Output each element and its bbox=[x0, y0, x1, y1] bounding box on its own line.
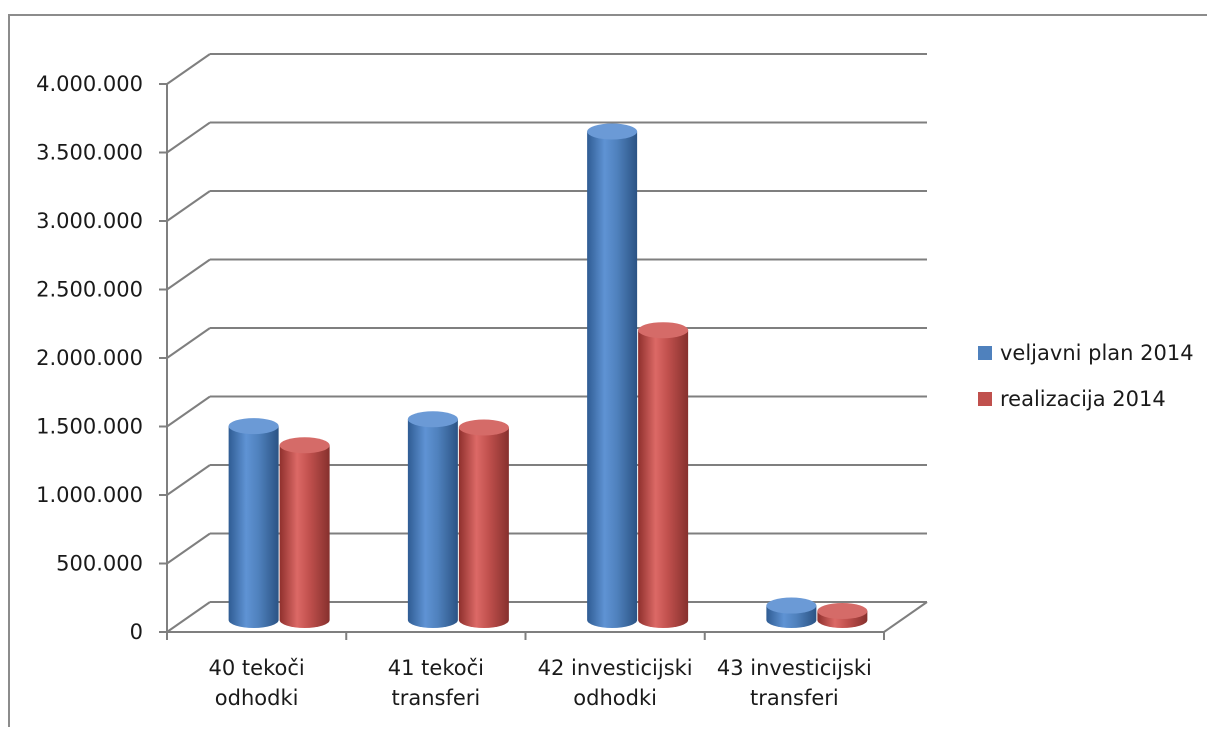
bar-plan bbox=[407, 411, 458, 628]
bar-realization bbox=[638, 322, 689, 628]
gridline-side bbox=[166, 532, 211, 565]
x-tick-label: 42 investicijski odhodki bbox=[538, 656, 693, 710]
bar-top bbox=[407, 411, 458, 428]
bar-realization bbox=[817, 603, 868, 628]
gridline-side bbox=[166, 53, 211, 85]
gridline-side bbox=[166, 395, 211, 428]
bar-top bbox=[458, 419, 509, 436]
y-tick-label: 1.500.000 bbox=[36, 415, 143, 439]
bar-body bbox=[407, 419, 458, 628]
gridlines bbox=[166, 53, 927, 633]
x-tick-label: 41 tekoči transferi bbox=[388, 656, 484, 710]
y-tick-label: 1.000.000 bbox=[36, 483, 143, 507]
bar-top bbox=[638, 322, 689, 339]
legend-swatch bbox=[978, 392, 992, 406]
axis-labels: 0 500.000 1.000.000 1.500.000 2.000.000 2.500… bbox=[36, 72, 872, 710]
bars bbox=[228, 123, 868, 629]
bar-body bbox=[458, 427, 509, 628]
bar-plan bbox=[228, 418, 279, 628]
axes bbox=[159, 83, 928, 640]
y-tick-label: 3.000.000 bbox=[36, 209, 143, 233]
bar-top bbox=[766, 597, 817, 614]
legend-label: veljavni plan 2014 bbox=[1000, 341, 1194, 365]
x-tick-label: 40 tekoči odhodki bbox=[209, 656, 305, 710]
chart-frame bbox=[8, 14, 1207, 727]
bar-body bbox=[638, 330, 689, 628]
y-tick-label: 2.000.000 bbox=[36, 346, 143, 370]
bar-plan bbox=[766, 597, 817, 628]
gridline-side bbox=[166, 601, 211, 633]
legend-swatch bbox=[978, 346, 992, 360]
y-tick-label: 4.000.000 bbox=[36, 72, 143, 96]
legend: veljavni plan 2014 realizacija 2014 bbox=[978, 341, 1194, 411]
bar-top bbox=[279, 437, 330, 454]
legend-label: realizacija 2014 bbox=[1000, 387, 1166, 411]
bar-top bbox=[817, 603, 868, 620]
y-tick-label: 2.500.000 bbox=[36, 278, 143, 302]
bar-top bbox=[228, 418, 279, 435]
bar-body bbox=[587, 131, 638, 629]
bar-realization bbox=[458, 419, 509, 628]
bar-realization bbox=[279, 437, 330, 628]
floor-edge bbox=[883, 601, 928, 633]
gridline-side bbox=[166, 258, 211, 291]
bar-body bbox=[279, 445, 330, 628]
bar-body bbox=[228, 426, 279, 628]
bar-top bbox=[587, 123, 638, 140]
gridline-side bbox=[166, 121, 211, 154]
bar-plan bbox=[587, 123, 638, 629]
gridline-side bbox=[166, 327, 211, 359]
gridline-side bbox=[166, 190, 211, 222]
x-tick-label: 43 investicijski transferi bbox=[717, 656, 872, 710]
gridline-side bbox=[166, 464, 211, 496]
y-tick-label: 3.500.000 bbox=[36, 141, 143, 165]
y-tick-label: 0 bbox=[130, 620, 143, 644]
y-tick-label: 500.000 bbox=[56, 552, 143, 576]
